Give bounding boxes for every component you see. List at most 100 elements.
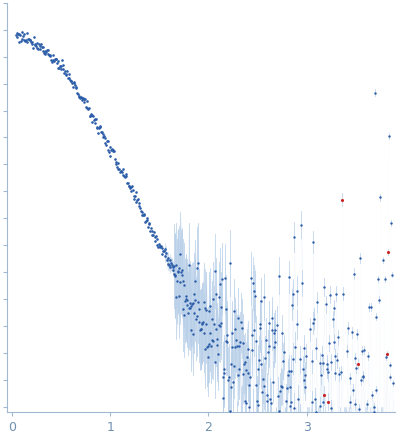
Point xyxy=(59,57,65,64)
Point xyxy=(235,371,242,378)
Point xyxy=(23,30,30,37)
Point xyxy=(77,94,83,101)
Point xyxy=(110,147,117,154)
Point xyxy=(96,124,103,131)
Point xyxy=(199,319,206,326)
Point xyxy=(255,366,261,373)
Point xyxy=(271,343,277,350)
Point xyxy=(368,303,375,310)
Point xyxy=(233,336,239,343)
Point xyxy=(194,264,200,271)
Point xyxy=(55,58,62,65)
Point xyxy=(307,420,314,427)
Point xyxy=(72,81,78,88)
Point xyxy=(116,165,122,172)
Point xyxy=(141,212,148,219)
Point xyxy=(325,368,331,375)
Point xyxy=(279,329,285,336)
Point xyxy=(270,329,277,336)
Point xyxy=(177,250,183,257)
Point xyxy=(232,326,238,333)
Point xyxy=(239,411,246,418)
Point xyxy=(287,403,293,410)
Point xyxy=(186,305,192,312)
Point xyxy=(127,184,133,191)
Point xyxy=(201,346,208,353)
Point xyxy=(60,62,66,69)
Point xyxy=(152,238,158,245)
Point xyxy=(229,330,235,337)
Point xyxy=(187,303,194,310)
Point xyxy=(236,365,243,372)
Point xyxy=(347,399,353,406)
Point xyxy=(113,159,119,166)
Point xyxy=(119,168,125,175)
Point xyxy=(69,79,75,86)
Point xyxy=(300,377,307,384)
Point xyxy=(312,408,319,415)
Point xyxy=(40,48,47,55)
Point xyxy=(185,261,192,268)
Point xyxy=(274,322,280,329)
Point xyxy=(289,291,296,298)
Point xyxy=(183,295,189,302)
Point xyxy=(82,96,88,103)
Point xyxy=(64,74,71,81)
Point xyxy=(236,342,242,349)
Point xyxy=(171,271,177,278)
Point xyxy=(62,68,68,75)
Point xyxy=(181,312,187,319)
Point xyxy=(334,416,340,423)
Point xyxy=(301,344,307,351)
Point xyxy=(252,382,259,388)
Point xyxy=(151,233,158,240)
Point xyxy=(254,397,261,404)
Point xyxy=(266,342,272,349)
Point xyxy=(321,283,327,290)
Point xyxy=(140,211,147,218)
Point xyxy=(196,306,202,313)
Point xyxy=(103,142,109,149)
Point xyxy=(307,326,313,333)
Point xyxy=(243,367,250,374)
Point xyxy=(226,374,232,381)
Point xyxy=(94,123,100,130)
Point xyxy=(335,334,341,341)
Point xyxy=(31,41,38,48)
Point xyxy=(277,422,283,429)
Point xyxy=(387,361,394,368)
Point xyxy=(124,180,130,187)
Point xyxy=(79,97,86,104)
Point xyxy=(27,37,33,44)
Point xyxy=(221,369,228,376)
Point xyxy=(259,388,265,395)
Point xyxy=(193,316,199,323)
Point xyxy=(89,118,96,125)
Point xyxy=(257,320,263,327)
Point xyxy=(45,47,51,54)
Point xyxy=(48,56,55,63)
Point xyxy=(164,260,171,267)
Point xyxy=(76,92,82,99)
Point xyxy=(324,366,330,373)
Point xyxy=(340,290,346,297)
Point xyxy=(133,188,139,195)
Point xyxy=(123,172,129,179)
Point xyxy=(344,324,351,331)
Point xyxy=(249,332,255,339)
Point xyxy=(287,384,293,391)
Point xyxy=(98,129,104,136)
Point xyxy=(189,301,195,308)
Point xyxy=(166,257,173,264)
Point xyxy=(18,38,24,45)
Point xyxy=(243,399,249,406)
Point xyxy=(324,361,330,368)
Point xyxy=(361,347,367,354)
Point xyxy=(386,373,393,380)
Point xyxy=(330,338,337,345)
Point xyxy=(205,354,211,361)
Point xyxy=(318,371,324,378)
Point xyxy=(34,45,41,52)
Point xyxy=(36,41,42,48)
Point xyxy=(349,329,355,336)
